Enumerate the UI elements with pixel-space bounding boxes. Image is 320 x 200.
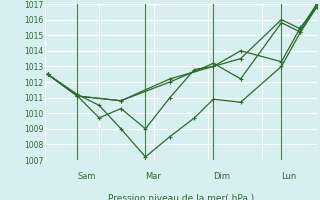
Text: Sam: Sam [77,172,96,181]
Text: Lun: Lun [282,172,297,181]
Text: Pression niveau de la mer( hPa ): Pression niveau de la mer( hPa ) [108,194,254,200]
Text: Mar: Mar [145,172,161,181]
Text: Dim: Dim [213,172,230,181]
